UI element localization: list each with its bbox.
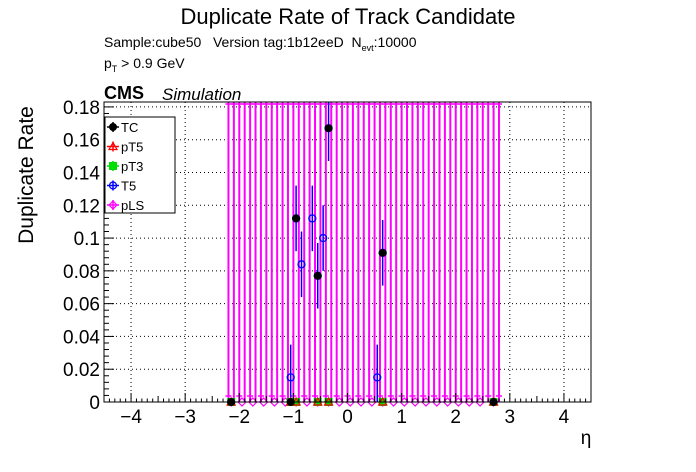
tc-marker — [109, 123, 117, 131]
x-tick-label: −3 — [174, 407, 196, 428]
tc-marker — [378, 248, 387, 257]
simulation-label: Simulation — [162, 85, 242, 104]
legend-entry-tc: TC — [107, 120, 138, 135]
x-tick-label: −4 — [120, 407, 142, 428]
t5-marker — [108, 181, 118, 190]
t5-marker — [318, 233, 328, 243]
legend-entry-pt3: pT3 — [107, 159, 143, 174]
y-tick-label: 0.12 — [63, 196, 100, 217]
version-value: 1b12eeD — [286, 34, 344, 50]
nevt-subscript: evt — [361, 42, 374, 53]
legend-label: pT5 — [121, 140, 143, 155]
pls-marker — [108, 200, 118, 210]
x-axis-label: η — [581, 428, 592, 449]
y-tick-label: 0.06 — [63, 295, 100, 316]
legend-entry-pls: pLS — [107, 198, 144, 213]
y-tick-label: 0.16 — [63, 131, 100, 152]
legend-label: pT3 — [121, 159, 143, 174]
y-axis: 0 0.02 0.04 0.06 0.08 0.1 0.12 0.14 0.16 0.18 — [63, 98, 114, 414]
legend-entry-t5: T5 — [107, 179, 136, 194]
pls-error-bars — [225, 102, 503, 402]
x-tick-label: 2 — [450, 407, 461, 428]
nevt-value: :10000 — [373, 34, 417, 50]
pt-cut-line: pT > 0.9 GeV — [104, 55, 185, 74]
x-tick-label: −1 — [283, 407, 305, 428]
y-tick-label: 0.04 — [63, 327, 100, 348]
tc-marker — [313, 271, 322, 280]
x-tick-label: 1 — [396, 407, 407, 428]
y-axis-label: Duplicate Rate — [15, 106, 38, 244]
version-prefix: Version tag: — [212, 34, 287, 50]
y-tick-label: 0.14 — [63, 163, 100, 184]
t5-marker — [373, 373, 382, 382]
t5-marker — [286, 373, 295, 382]
legend-entry-pt5: pT5 — [107, 140, 143, 155]
y-tick-label: 0.08 — [63, 262, 100, 283]
legend-label: pLS — [121, 198, 144, 213]
cms-label: CMS — [104, 83, 144, 103]
y-tick-label: 0 — [89, 393, 100, 414]
y-tick-label: 0.02 — [63, 360, 100, 381]
t5-marker — [297, 260, 306, 269]
x-tick-label: −2 — [228, 407, 250, 428]
x-tick-label: 0 — [342, 407, 353, 428]
x-tick-label: 4 — [559, 407, 570, 428]
legend-label: T5 — [121, 179, 136, 194]
pt5-marker — [107, 141, 119, 151]
tc-marker — [292, 214, 301, 223]
x-axis: −4 −3 −2 −1 0 1 2 3 4 — [103, 393, 592, 428]
y-tick-label: 0.18 — [63, 98, 100, 119]
y-tick-label: 0.1 — [74, 229, 100, 250]
chart-title: Duplicate Rate of Track Candidate — [180, 4, 516, 29]
nevt-symbol: N — [351, 34, 362, 50]
tc-marker — [324, 124, 333, 133]
pt-symbol: p — [104, 55, 112, 71]
pt-subscript: T — [111, 63, 118, 74]
legend: TC pT5 pT3 T5 pLS — [104, 116, 176, 214]
x-tick-label: 3 — [505, 407, 516, 428]
pt3-marker — [109, 162, 117, 170]
pt-cut-value: > 0.9 GeV — [117, 55, 185, 71]
sample-value: cube50 — [155, 34, 202, 50]
t5-marker — [308, 214, 317, 223]
legend-box — [104, 116, 176, 214]
sample-info-line: Sample:cube50 Version tag:1b12eeD Nevt:1… — [104, 34, 416, 53]
legend-label: TC — [121, 120, 138, 135]
sample-prefix: Sample: — [104, 34, 156, 50]
